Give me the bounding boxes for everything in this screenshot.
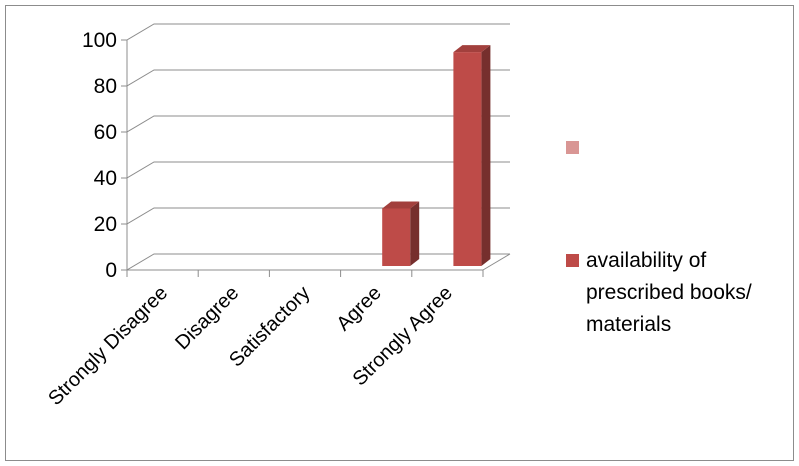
bars xyxy=(382,45,491,266)
gridline xyxy=(126,115,510,133)
y-tick-label: 100 xyxy=(82,29,117,52)
bar xyxy=(382,201,420,266)
floor-right-edge xyxy=(482,253,511,271)
bar-side xyxy=(410,201,420,266)
y-axis-ticks: 0 20 40 60 80 100 xyxy=(82,29,117,282)
y-tick-label: 0 xyxy=(105,259,117,282)
legend-swatch xyxy=(566,141,579,154)
bar-side xyxy=(481,45,491,266)
gridline xyxy=(126,69,510,87)
legend-label: availability of prescribed books/material… xyxy=(586,249,752,336)
bar-front xyxy=(382,208,411,266)
gridline xyxy=(126,23,510,41)
y-tick-label: 80 xyxy=(94,75,117,98)
bar-top xyxy=(453,45,491,53)
bar xyxy=(453,45,491,266)
legend-swatch xyxy=(566,254,579,267)
y-tick-label: 40 xyxy=(94,167,117,190)
legend: availability of prescribed books/material… xyxy=(566,141,752,336)
bar-top xyxy=(382,201,420,209)
y-tick-label: 60 xyxy=(94,121,117,144)
gridline xyxy=(126,161,510,179)
bar-front xyxy=(453,52,482,266)
y-tick-label: 20 xyxy=(94,213,117,236)
